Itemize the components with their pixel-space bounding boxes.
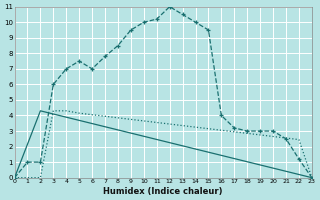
X-axis label: Humidex (Indice chaleur): Humidex (Indice chaleur): [103, 187, 223, 196]
